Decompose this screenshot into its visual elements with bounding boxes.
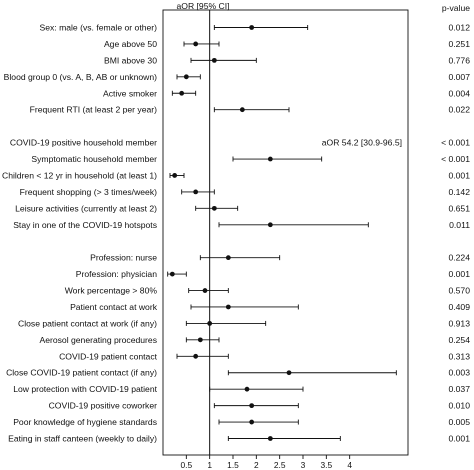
point-estimate bbox=[249, 403, 255, 409]
row-pvalue: 0.007 bbox=[448, 72, 470, 82]
row-pvalue: 0.224 bbox=[448, 253, 470, 263]
point-estimate bbox=[225, 304, 231, 310]
row-pvalue: 0.313 bbox=[448, 351, 470, 361]
point-estimate bbox=[193, 353, 199, 359]
point-estimate bbox=[169, 271, 175, 277]
point-estimate bbox=[239, 107, 245, 113]
row-label: Frequent shopping (> 3 times/week) bbox=[20, 187, 157, 197]
row-label: Poor knowledge of hygiene standards bbox=[13, 417, 157, 427]
point-estimate bbox=[249, 419, 255, 425]
row-label: Age above 50 bbox=[104, 39, 157, 49]
point-estimate bbox=[267, 222, 273, 228]
row-label: Low protection with COVID-19 patient bbox=[13, 384, 157, 394]
x-tick-label: 3 bbox=[301, 460, 306, 470]
x-tick-label: 0.5 bbox=[181, 460, 193, 470]
row-pvalue: 0.037 bbox=[448, 384, 470, 394]
x-tick-label: 2 bbox=[254, 460, 259, 470]
row-label: Stay in one of the COVID-19 hotspots bbox=[13, 220, 157, 230]
row-label: Close COVID-19 patient contact (if any) bbox=[6, 368, 157, 378]
row-label: COVID-19 patient contact bbox=[59, 351, 158, 361]
row-pvalue: 0.001 bbox=[448, 434, 470, 444]
point-estimate bbox=[183, 74, 189, 80]
point-estimate bbox=[211, 205, 217, 211]
point-estimate bbox=[286, 370, 292, 376]
point-estimate bbox=[249, 25, 255, 30]
row-pvalue: 0.011 bbox=[449, 220, 470, 230]
row-pvalue: 0.142 bbox=[448, 187, 470, 197]
row-pvalue: 0.005 bbox=[448, 417, 470, 427]
row-pvalue: < 0.001 bbox=[441, 138, 470, 148]
row-pvalue: 0.570 bbox=[448, 286, 470, 296]
point-estimate bbox=[244, 386, 250, 392]
row-label: Children < 12 yr in household (at least … bbox=[2, 170, 157, 180]
row-pvalue: 0.001 bbox=[448, 269, 470, 279]
point-estimate bbox=[193, 41, 199, 47]
row-pvalue: 0.251 bbox=[448, 39, 470, 49]
axis-title: aOR [95% CI] bbox=[176, 1, 229, 11]
x-tick-label: 4 bbox=[347, 460, 352, 470]
point-estimate bbox=[267, 156, 273, 162]
x-tick-label: 1.5 bbox=[227, 460, 239, 470]
row-label: Leisure activities (currently at least 2… bbox=[15, 203, 157, 213]
row-pvalue: 0.409 bbox=[448, 302, 470, 312]
row-label: Profession: physician bbox=[76, 269, 157, 279]
point-estimate bbox=[179, 90, 185, 96]
plot-frame bbox=[162, 9, 409, 456]
point-estimate bbox=[193, 189, 199, 195]
point-estimate bbox=[225, 255, 231, 261]
row-label: Work percentage > 80% bbox=[65, 286, 158, 296]
row-label: Active smoker bbox=[103, 88, 157, 98]
point-estimate bbox=[172, 173, 178, 178]
row-label: Symptomatic household member bbox=[31, 154, 157, 164]
x-tick-label: 3.5 bbox=[321, 460, 333, 470]
row-label: COVID-19 positive coworker bbox=[49, 401, 158, 411]
row-pvalue: 0.776 bbox=[448, 55, 470, 65]
row-label: Blood group 0 (vs. A, B, AB or unknown) bbox=[4, 72, 157, 82]
row-label: Frequent RTI (at least 2 per year) bbox=[30, 105, 158, 115]
row-label: Patient contact at work bbox=[70, 302, 158, 312]
point-estimate bbox=[202, 288, 208, 293]
row-pvalue: 0.004 bbox=[448, 88, 470, 98]
row-pvalue: 0.012 bbox=[448, 23, 470, 33]
row-label: Profession: nurse bbox=[90, 253, 157, 263]
row-pvalue: 0.022 bbox=[448, 105, 470, 115]
x-tick-label: 2.5 bbox=[274, 460, 286, 470]
point-estimate bbox=[207, 321, 213, 326]
row-label: Aerosol generating procedures bbox=[39, 335, 157, 345]
row-label: Eating in staff canteen (weekly to daily… bbox=[8, 434, 157, 444]
row-pvalue: 0.254 bbox=[448, 335, 470, 345]
row-label: Sex: male (vs. female or other) bbox=[40, 23, 158, 33]
row-label: Close patient contact at work (if any) bbox=[18, 318, 157, 328]
row-pvalue: 0.651 bbox=[448, 203, 470, 213]
row-note: aOR 54.2 [30.9-96.5] bbox=[322, 138, 402, 148]
row-pvalue: 0.913 bbox=[448, 318, 470, 328]
pvalue-title: p-value bbox=[442, 3, 470, 13]
row-pvalue: 0.001 bbox=[448, 170, 470, 180]
row-pvalue: < 0.001 bbox=[441, 154, 470, 164]
point-estimate bbox=[267, 436, 273, 441]
row-pvalue: 0.010 bbox=[448, 401, 470, 411]
point-estimate bbox=[197, 337, 203, 343]
row-label: COVID-19 positive household member bbox=[10, 138, 157, 148]
row-pvalue: 0.003 bbox=[448, 368, 470, 378]
row-label: BMI above 30 bbox=[104, 55, 157, 65]
x-tick-label: 1 bbox=[207, 460, 212, 470]
point-estimate bbox=[211, 57, 217, 63]
